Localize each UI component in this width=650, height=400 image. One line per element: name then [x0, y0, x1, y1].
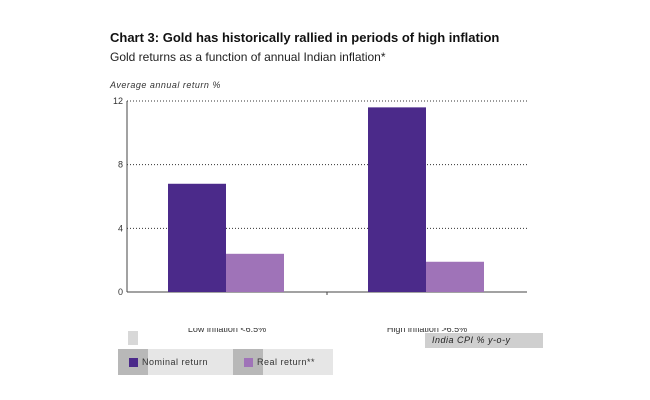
x-category-label: High inflation >6.5%: [387, 324, 467, 334]
chart-subtitle: Gold returns as a function of annual Ind…: [110, 50, 386, 64]
y-tick-label: 0: [118, 287, 123, 297]
x-axis-label: India CPI % y-o-y: [432, 335, 511, 345]
y-tick-label: 12: [113, 96, 123, 106]
y-tick-label: 4: [118, 223, 123, 233]
x-category-label: Low inflation <6.5%: [188, 324, 266, 334]
y-axis-label: Average annual return %: [110, 80, 221, 90]
chart-title: Chart 3: Gold has historically rallied i…: [110, 30, 500, 45]
legend-background: [118, 349, 333, 375]
y-tick-label: 8: [118, 160, 123, 170]
legend-label-nominal: Nominal return: [142, 357, 209, 367]
bar: [426, 261, 484, 292]
legend-swatch-frame: [233, 349, 263, 375]
label-clip-mask: [147, 319, 507, 328]
legend-item-nominal: Nominal return: [118, 349, 208, 375]
legend-item-real: Real return**: [233, 349, 315, 375]
bar: [168, 183, 226, 292]
legend-label-real: Real return**: [257, 357, 316, 367]
legend: Nominal return Real return**: [118, 349, 338, 375]
legend-swatch-real: [243, 357, 253, 367]
bar: [368, 107, 426, 292]
legend-marker-decoration: [128, 331, 138, 345]
bar: [226, 253, 284, 292]
x-axis-label-background: [425, 333, 543, 348]
legend-swatch-nominal: [128, 357, 138, 367]
legend-swatch-frame: [118, 349, 148, 375]
